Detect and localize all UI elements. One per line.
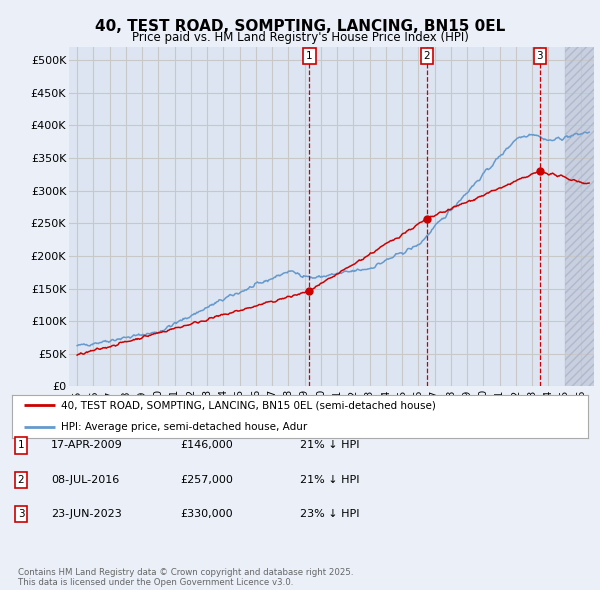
Text: HPI: Average price, semi-detached house, Adur: HPI: Average price, semi-detached house,… xyxy=(61,422,307,432)
Text: 1: 1 xyxy=(17,441,25,450)
Text: 2: 2 xyxy=(17,475,25,484)
Text: Price paid vs. HM Land Registry's House Price Index (HPI): Price paid vs. HM Land Registry's House … xyxy=(131,31,469,44)
Text: Contains HM Land Registry data © Crown copyright and database right 2025.
This d: Contains HM Land Registry data © Crown c… xyxy=(18,568,353,587)
Bar xyxy=(565,47,600,386)
Text: 17-APR-2009: 17-APR-2009 xyxy=(51,441,123,450)
Text: £146,000: £146,000 xyxy=(180,441,233,450)
Text: 3: 3 xyxy=(17,509,25,519)
Bar xyxy=(565,47,600,386)
Text: 23-JUN-2023: 23-JUN-2023 xyxy=(51,509,122,519)
Text: 21% ↓ HPI: 21% ↓ HPI xyxy=(300,441,359,450)
Text: 2: 2 xyxy=(424,51,430,61)
Text: £257,000: £257,000 xyxy=(180,475,233,484)
Text: 21% ↓ HPI: 21% ↓ HPI xyxy=(300,475,359,484)
Text: 40, TEST ROAD, SOMPTING, LANCING, BN15 0EL (semi-detached house): 40, TEST ROAD, SOMPTING, LANCING, BN15 0… xyxy=(61,401,436,411)
Text: 23% ↓ HPI: 23% ↓ HPI xyxy=(300,509,359,519)
Text: 08-JUL-2016: 08-JUL-2016 xyxy=(51,475,119,484)
Text: 1: 1 xyxy=(306,51,313,61)
Text: 40, TEST ROAD, SOMPTING, LANCING, BN15 0EL: 40, TEST ROAD, SOMPTING, LANCING, BN15 0… xyxy=(95,19,505,34)
Text: £330,000: £330,000 xyxy=(180,509,233,519)
Text: 3: 3 xyxy=(536,51,543,61)
